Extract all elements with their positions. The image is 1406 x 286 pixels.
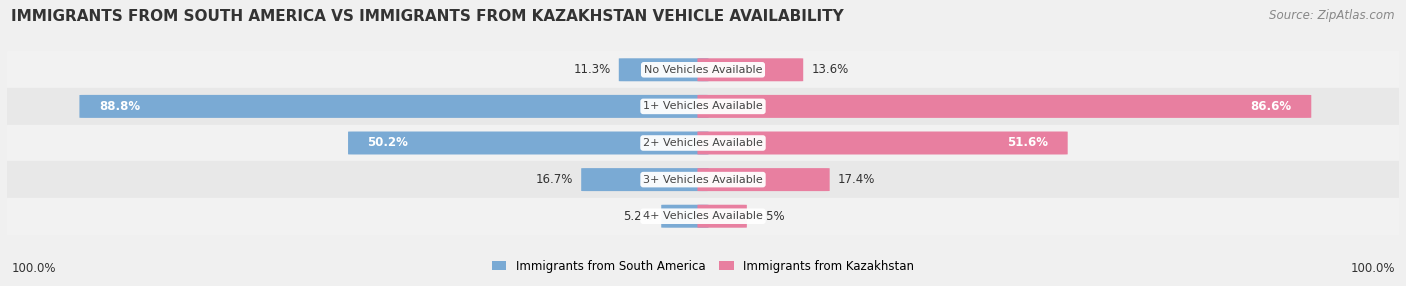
Text: 100.0%: 100.0% (11, 262, 56, 275)
FancyBboxPatch shape (661, 205, 709, 228)
FancyBboxPatch shape (697, 132, 1067, 154)
FancyBboxPatch shape (581, 168, 709, 191)
Bar (7, 125, 1399, 161)
Text: 50.2%: 50.2% (367, 136, 408, 150)
FancyBboxPatch shape (619, 58, 709, 81)
Text: 5.2%: 5.2% (623, 210, 652, 223)
Text: 17.4%: 17.4% (838, 173, 876, 186)
FancyBboxPatch shape (697, 58, 803, 81)
Text: IMMIGRANTS FROM SOUTH AMERICA VS IMMIGRANTS FROM KAZAKHSTAN VEHICLE AVAILABILITY: IMMIGRANTS FROM SOUTH AMERICA VS IMMIGRA… (11, 9, 844, 23)
FancyBboxPatch shape (697, 95, 1312, 118)
FancyBboxPatch shape (697, 168, 830, 191)
Text: 5.5%: 5.5% (755, 210, 785, 223)
Bar (7, 51, 1399, 88)
Text: 2+ Vehicles Available: 2+ Vehicles Available (643, 138, 763, 148)
Text: 16.7%: 16.7% (536, 173, 572, 186)
Text: No Vehicles Available: No Vehicles Available (644, 65, 762, 75)
Bar (7, 88, 1399, 125)
Text: 13.6%: 13.6% (811, 63, 849, 76)
Text: 100.0%: 100.0% (1350, 262, 1395, 275)
Legend: Immigrants from South America, Immigrants from Kazakhstan: Immigrants from South America, Immigrant… (488, 255, 918, 277)
Text: 51.6%: 51.6% (1007, 136, 1049, 150)
FancyBboxPatch shape (349, 132, 709, 154)
FancyBboxPatch shape (79, 95, 709, 118)
Text: 86.6%: 86.6% (1251, 100, 1292, 113)
Bar (7, 198, 1399, 235)
FancyBboxPatch shape (697, 205, 747, 228)
Bar (7, 161, 1399, 198)
Text: 4+ Vehicles Available: 4+ Vehicles Available (643, 211, 763, 221)
Text: 11.3%: 11.3% (574, 63, 610, 76)
Text: 88.8%: 88.8% (98, 100, 141, 113)
Text: 1+ Vehicles Available: 1+ Vehicles Available (643, 102, 763, 111)
Text: 3+ Vehicles Available: 3+ Vehicles Available (643, 175, 763, 184)
Text: Source: ZipAtlas.com: Source: ZipAtlas.com (1270, 9, 1395, 21)
